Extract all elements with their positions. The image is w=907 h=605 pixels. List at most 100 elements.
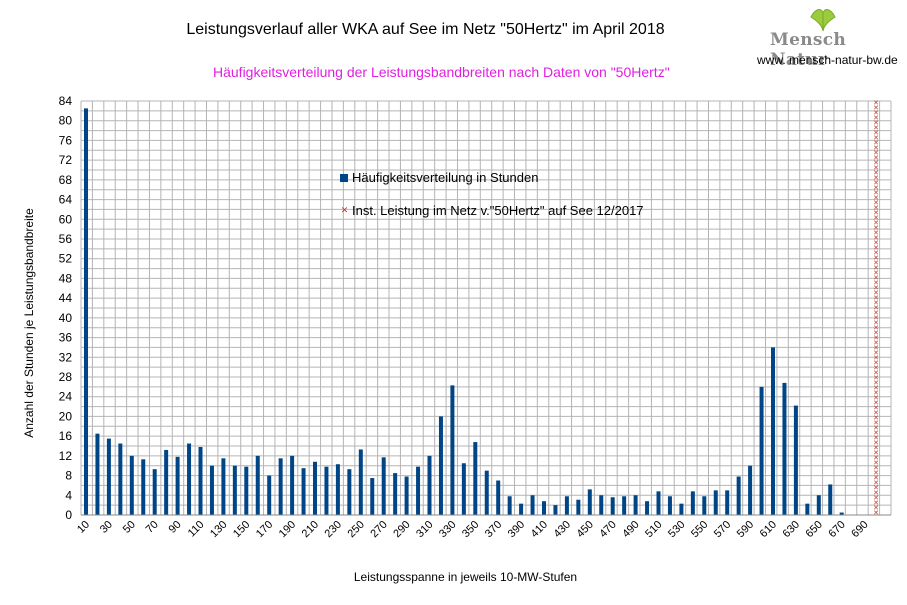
x-tick-label: 70	[144, 519, 161, 536]
bar	[564, 496, 569, 515]
bar	[702, 496, 707, 515]
capacity-mark: ✕	[873, 254, 879, 262]
capacity-mark: ✕	[873, 449, 879, 457]
capacity-mark: ✕	[873, 154, 879, 162]
bar	[95, 433, 100, 515]
bar	[416, 466, 421, 515]
bar	[484, 470, 489, 515]
capacity-mark: ✕	[873, 339, 879, 347]
bar	[656, 491, 661, 515]
bar	[358, 449, 363, 515]
bar	[645, 501, 650, 515]
capacity-mark: ✕	[873, 124, 879, 132]
bar	[805, 503, 810, 515]
x-tick-label: 570	[712, 519, 733, 540]
capacity-mark: ✕	[873, 274, 879, 282]
x-tick-label: 370	[483, 519, 504, 540]
capacity-mark: ✕	[873, 289, 879, 297]
x-tick-label: 410	[529, 519, 550, 540]
x-tick-label: 490	[620, 519, 641, 540]
brand-url: www. mensch-natur-bw.de	[757, 53, 898, 67]
x-tick-label: 270	[368, 519, 389, 540]
capacity-mark: ✕	[873, 209, 879, 217]
capacity-mark: ✕	[873, 364, 879, 372]
y-tick-label: 12	[59, 449, 73, 463]
bar	[427, 455, 432, 515]
capacity-mark: ✕	[873, 299, 879, 307]
bar	[221, 458, 226, 515]
capacity-mark: ✕	[873, 249, 879, 257]
capacity-mark: ✕	[873, 104, 879, 112]
x-tick-label: 350	[460, 519, 481, 540]
y-tick-label: 0	[65, 508, 72, 522]
y-axis-ticks: 0481216202428323640444852566064687276808…	[59, 94, 73, 522]
bar	[725, 490, 730, 515]
x-tick-label: 590	[735, 519, 756, 540]
y-tick-label: 16	[59, 429, 73, 443]
bar	[587, 489, 592, 515]
x-tick-label: 450	[574, 519, 595, 540]
bar	[347, 469, 352, 515]
bar	[335, 464, 340, 515]
bar	[828, 484, 833, 515]
capacity-mark: ✕	[873, 294, 879, 302]
capacity-mark: ✕	[873, 224, 879, 232]
bar	[461, 463, 466, 515]
bar	[771, 347, 775, 515]
bar	[244, 466, 249, 515]
capacity-mark: ✕	[873, 309, 879, 317]
legend-item-capacity: ✕ Inst. Leistung im Netz v."50Hertz" auf…	[340, 203, 644, 218]
capacity-mark: ✕	[873, 169, 879, 177]
legend-swatch-frequency	[340, 173, 348, 182]
capacity-mark: ✕	[873, 499, 879, 507]
capacity-mark: ✕	[873, 329, 879, 337]
capacity-mark: ✕	[873, 99, 879, 107]
y-tick-label: 68	[59, 173, 73, 187]
capacity-mark: ✕	[873, 129, 879, 137]
bar	[759, 386, 764, 515]
bar	[793, 405, 798, 515]
bar	[187, 443, 192, 515]
capacity-mark: ✕	[873, 159, 879, 167]
bar	[313, 461, 317, 515]
capacity-mark: ✕	[873, 439, 879, 447]
bar	[404, 476, 409, 515]
capacity-mark: ✕	[873, 134, 879, 142]
x-tick-label: 290	[391, 519, 412, 540]
legend-swatch-capacity: ✕	[340, 205, 349, 215]
bar	[370, 478, 375, 515]
bar	[599, 495, 604, 515]
y-tick-label: 32	[59, 350, 73, 364]
capacity-mark: ✕	[873, 374, 879, 382]
bar	[667, 496, 672, 515]
capacity-mark: ✕	[873, 114, 879, 122]
bar	[622, 496, 627, 515]
bar	[633, 495, 638, 515]
bar	[301, 468, 306, 515]
capacity-mark: ✕	[873, 304, 879, 312]
bar	[553, 505, 558, 515]
capacity-mark: ✕	[873, 199, 879, 207]
x-tick-label: 610	[758, 519, 779, 540]
bar	[393, 473, 398, 515]
capacity-mark: ✕	[873, 314, 879, 322]
capacity-mark: ✕	[873, 454, 879, 462]
x-tick-label: 690	[849, 519, 870, 540]
x-tick-label: 30	[98, 519, 115, 536]
bar	[679, 503, 684, 515]
bar	[141, 459, 146, 515]
bar	[438, 416, 443, 515]
capacity-mark: ✕	[873, 389, 879, 397]
x-tick-label: 310	[414, 519, 435, 540]
bar	[164, 449, 169, 515]
x-tick-label: 150	[231, 519, 252, 540]
capacity-mark: ✕	[873, 259, 879, 267]
capacity-mark: ✕	[873, 429, 879, 437]
bar	[175, 456, 180, 515]
capacity-mark: ✕	[873, 139, 879, 147]
capacity-mark: ✕	[873, 479, 879, 487]
x-tick-label: 670	[826, 519, 847, 540]
capacity-mark: ✕	[873, 379, 879, 387]
bar-series	[84, 108, 844, 516]
